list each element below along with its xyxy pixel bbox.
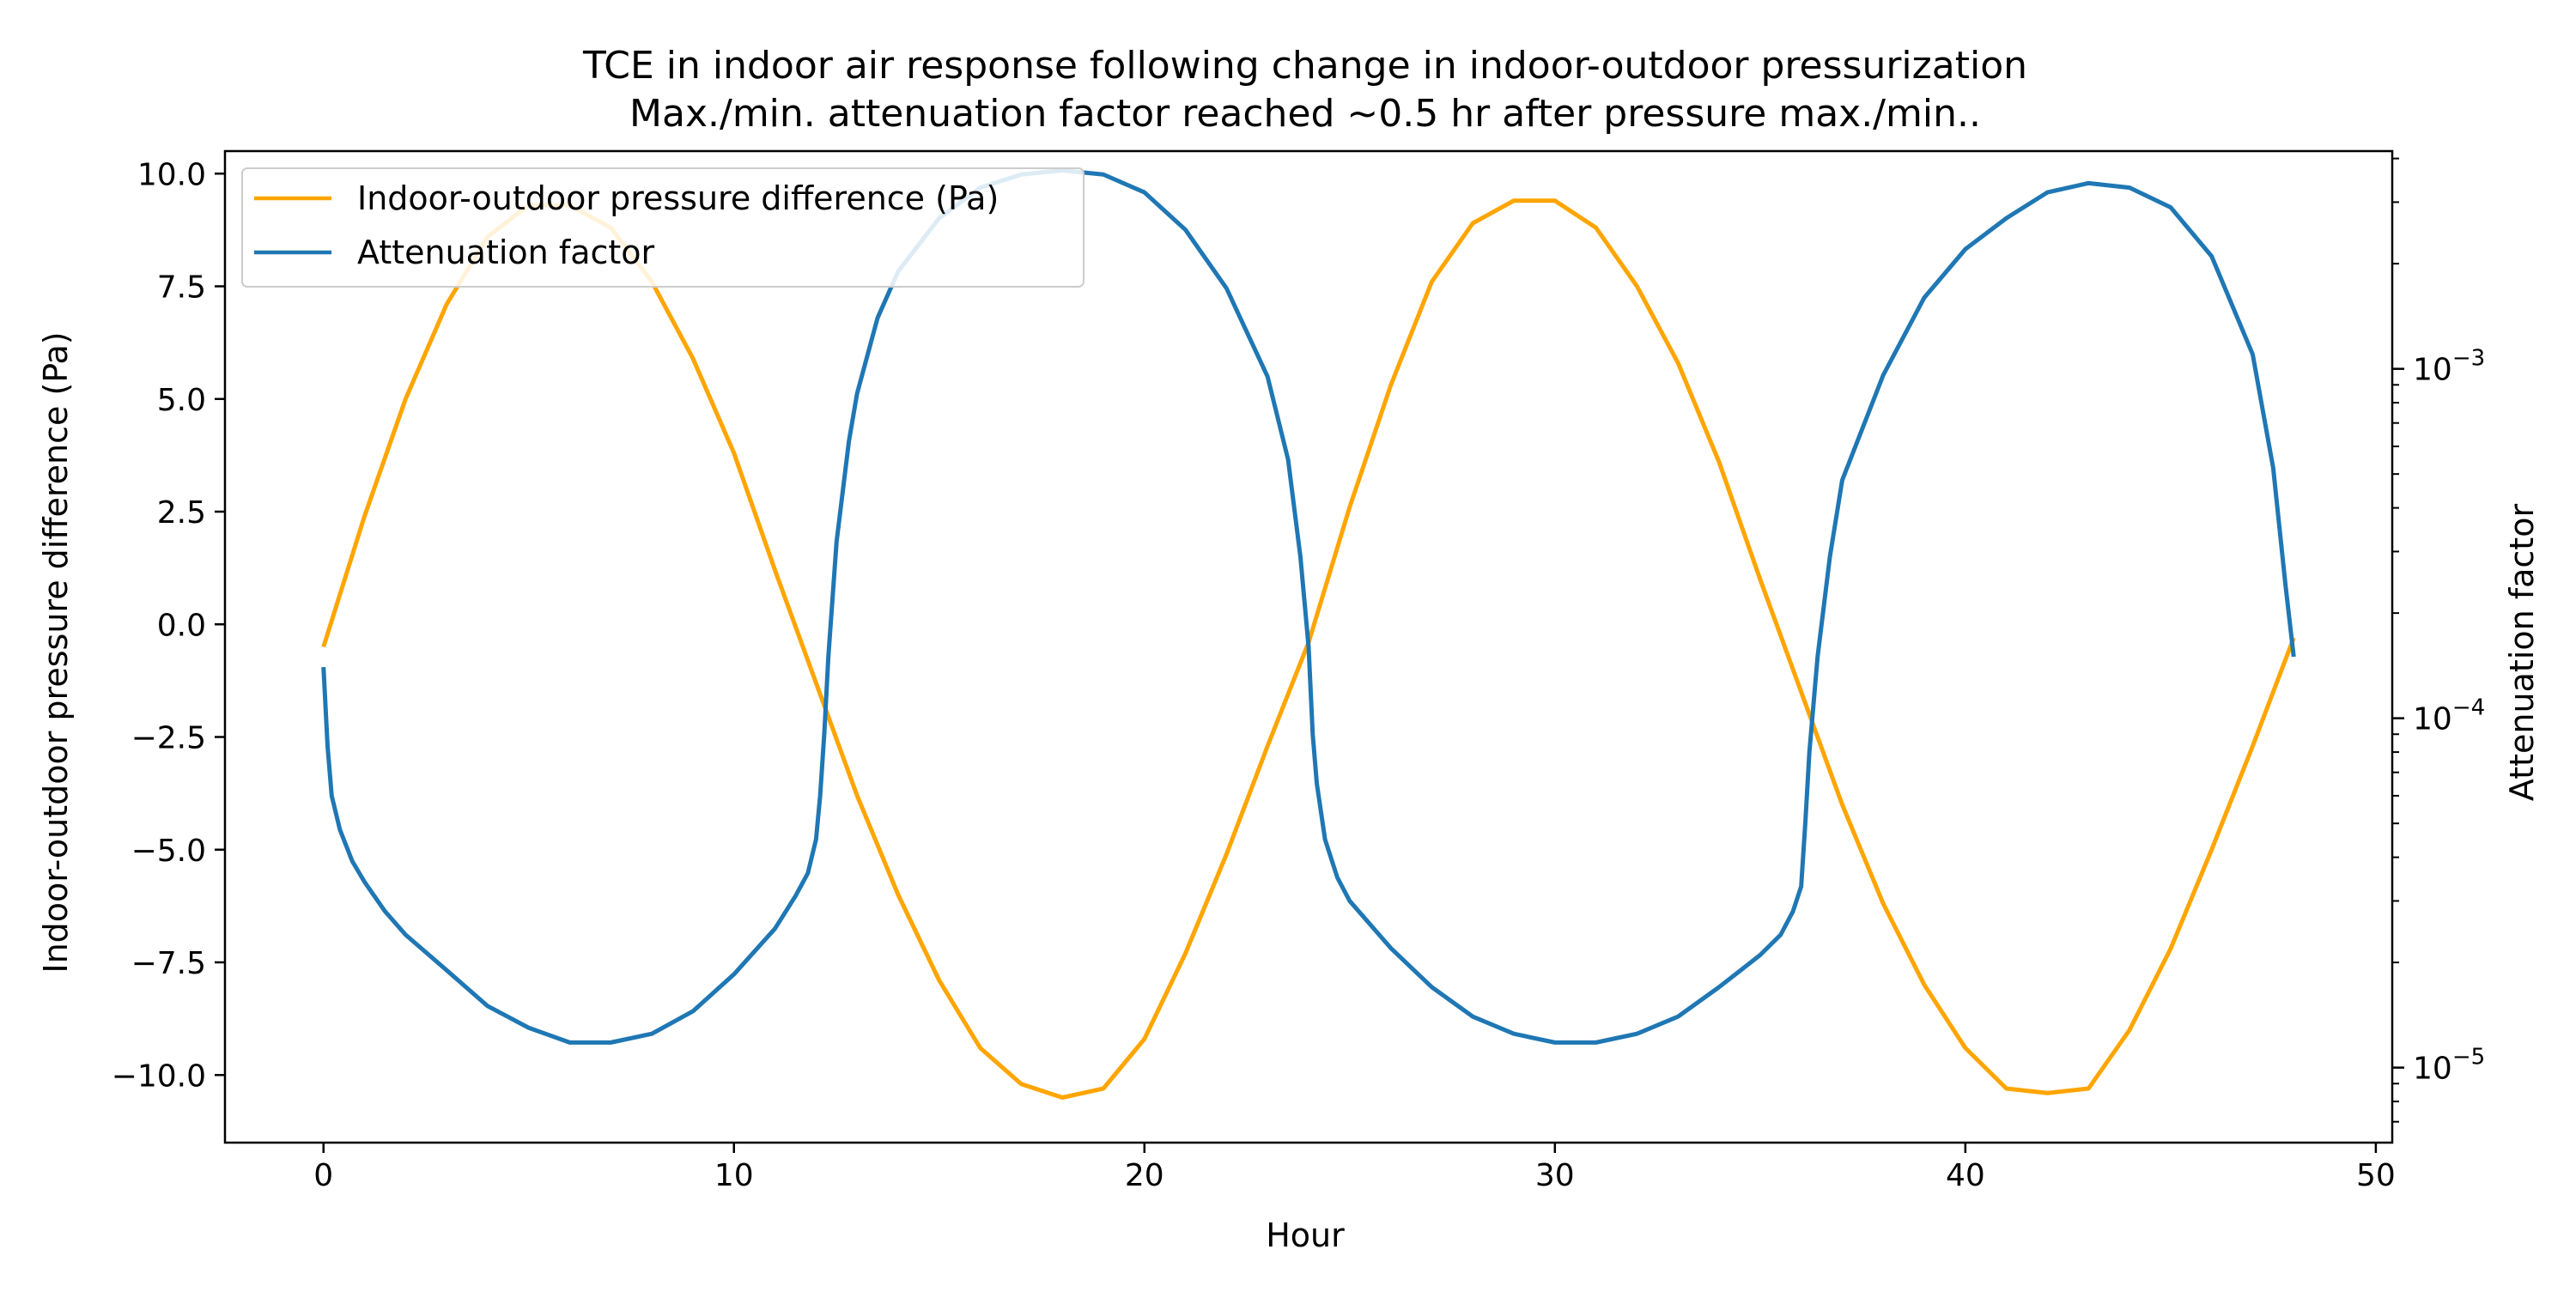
- y-left-tick-label: −10.0: [112, 1058, 206, 1094]
- y-left-tick-label: −5.0: [131, 834, 206, 869]
- legend-label-attenuation: Attenuation factor: [357, 234, 655, 271]
- y-left-tick-label: −7.5: [131, 946, 206, 981]
- legend-box: [241, 167, 1084, 288]
- y-right-tick-exponent: −4: [2452, 695, 2485, 721]
- x-tick-label: 50: [2356, 1158, 2396, 1193]
- y-left-tick-label: 0.0: [157, 608, 206, 643]
- x-tick-label: 30: [1535, 1158, 1575, 1193]
- y-right-tick-label: 10−5: [2413, 1045, 2485, 1087]
- y-right-tick-label: 10−3: [2413, 346, 2485, 388]
- x-tick-label: 20: [1125, 1158, 1164, 1193]
- y-left-tick-label: 2.5: [157, 495, 206, 531]
- attenuation-factor-line: [321, 167, 2296, 1045]
- y-left-tick-label: −2.5: [131, 721, 206, 756]
- x-tick-label: 10: [714, 1158, 754, 1193]
- chart-title: TCE in indoor air response following cha…: [582, 44, 2027, 88]
- y-left-axis-ticks: 10.0 7.5 5.0 2.5 0.0 −2.5 −5.0 −7.5 −10.0: [112, 157, 225, 1094]
- y-left-tick-label: 5.0: [157, 383, 206, 418]
- y-left-tick-label: 7.5: [157, 270, 206, 306]
- y-right-axis-label: Attenuation factor: [2503, 504, 2541, 802]
- legend: Indoor-outdoor pressure difference (Pa) …: [241, 167, 1084, 288]
- x-tick-label: 40: [1946, 1158, 1985, 1193]
- plot-frame: [223, 149, 2394, 1144]
- y-right-tick-exponent: −5: [2452, 1045, 2485, 1071]
- y-left-tick-label: 10.0: [137, 157, 206, 192]
- x-axis-label: Hour: [1266, 1216, 1345, 1254]
- x-tick-label: 0: [313, 1158, 333, 1193]
- legend-label-pressure: Indoor-outdoor pressure difference (Pa): [357, 179, 999, 217]
- chart-subtitle: Max./min. attenuation factor reached ~0.…: [629, 92, 1981, 136]
- y-right-tick-exponent: −3: [2452, 346, 2485, 372]
- y-left-axis-label: Indoor-outdoor pressure difference (Pa): [37, 331, 75, 973]
- x-axis-ticks: 0 10 20 30 40 50: [313, 1143, 2396, 1193]
